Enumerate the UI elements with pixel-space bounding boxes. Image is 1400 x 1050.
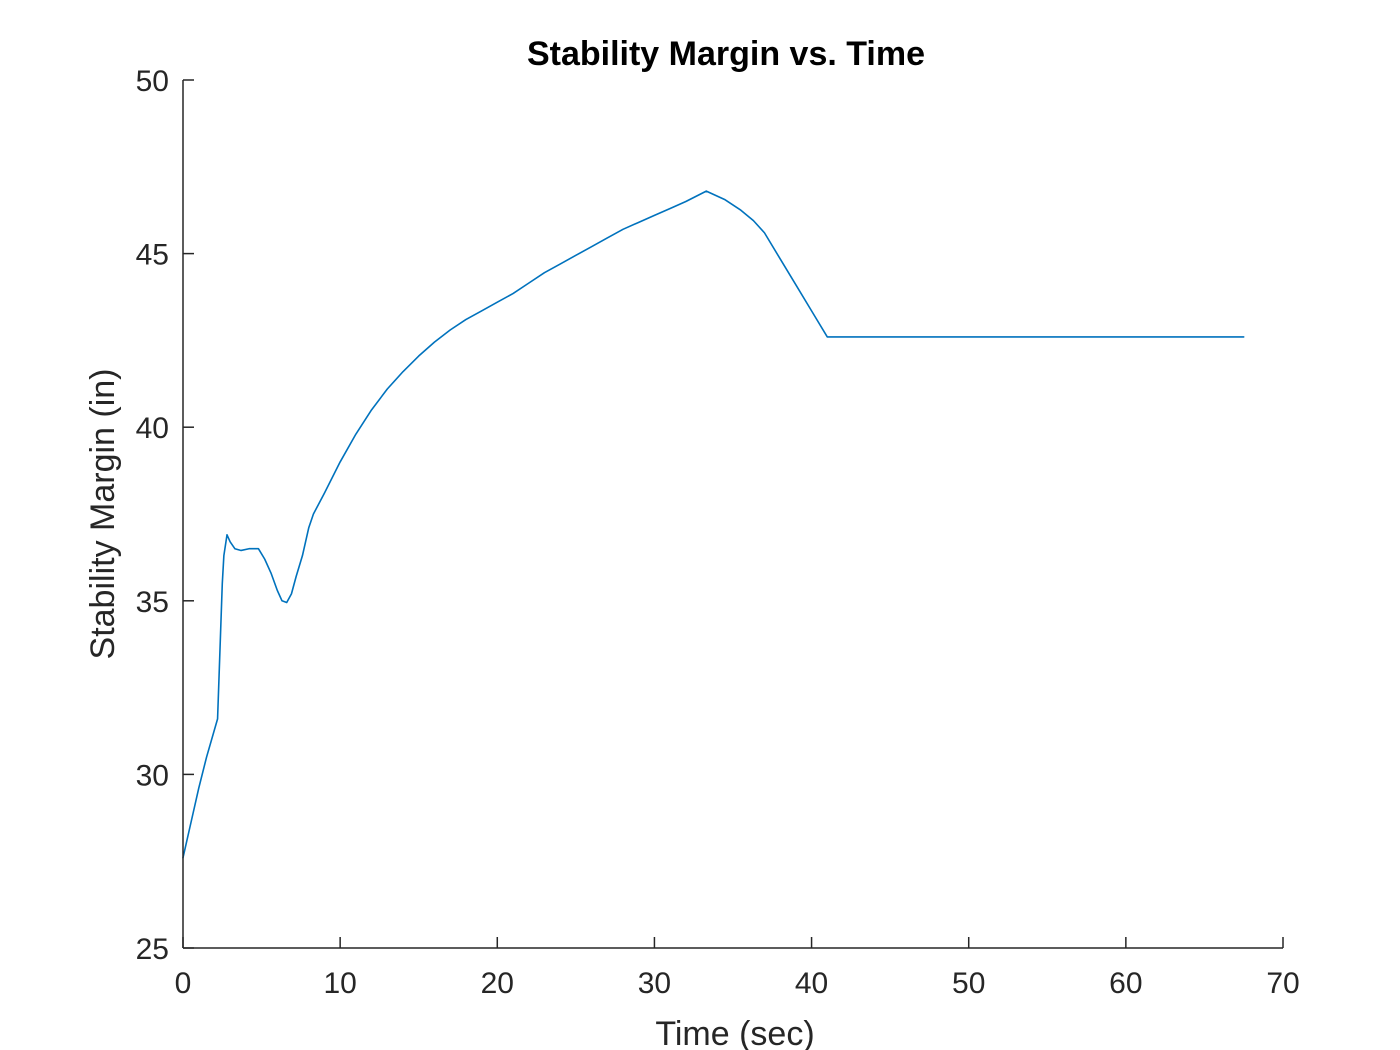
y-tick-label: 40 xyxy=(136,412,169,445)
x-tick-label: 30 xyxy=(638,967,671,1000)
y-tick-label: 35 xyxy=(136,586,169,619)
x-tick-label: 10 xyxy=(323,967,356,1000)
x-tick-label: 20 xyxy=(481,967,514,1000)
x-tick-label: 50 xyxy=(952,967,985,1000)
y-axis-label: Stability Margin (in) xyxy=(84,369,122,660)
plot-area xyxy=(182,190,1245,859)
y-tick-label: 30 xyxy=(136,759,169,792)
x-tick-label: 70 xyxy=(1266,967,1299,1000)
x-tick-label: 60 xyxy=(1109,967,1142,1000)
x-tick-label: 40 xyxy=(795,967,828,1000)
stability-margin-line xyxy=(182,190,1245,859)
y-tick-label: 45 xyxy=(136,239,169,272)
y-axis-ticks: 25 30 35 40 45 50 xyxy=(136,65,194,966)
x-axis-label: Time (sec) xyxy=(655,1015,814,1050)
x-axis-ticks: 0 10 20 30 40 50 60 70 xyxy=(175,937,1300,1000)
chart-title: Stability Margin vs. Time xyxy=(527,35,925,73)
x-tick-label: 0 xyxy=(175,967,192,1000)
y-tick-label: 25 xyxy=(136,933,169,966)
y-tick-label: 50 xyxy=(136,65,169,98)
